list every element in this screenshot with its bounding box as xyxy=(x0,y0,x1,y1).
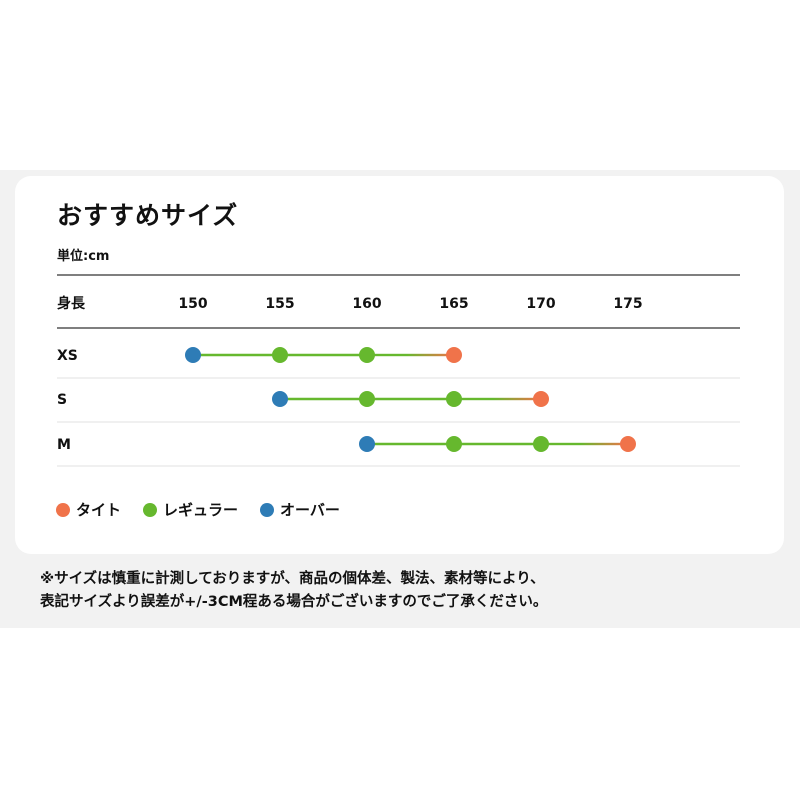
legend-item-tight: タイト xyxy=(56,499,121,520)
point-xs-160-regular xyxy=(359,347,375,363)
chart-legend: タイト レギュラー オーバー xyxy=(56,499,362,520)
size-notes: ※サイズは慎重に計測しておりますが、商品の個体差、製法、素材等により、 表記サイ… xyxy=(40,568,547,614)
x-tick-label-170: 170 xyxy=(526,296,555,312)
point-s-155-over xyxy=(272,391,288,407)
segment-s-165-170 xyxy=(454,397,541,401)
x-axis-label: 身長 xyxy=(57,295,86,312)
legend-label-regular: レギュラー xyxy=(163,501,239,519)
legend-swatch-regular xyxy=(143,502,158,517)
unit-label: 単位:cm xyxy=(57,249,110,264)
point-s-160-regular xyxy=(359,391,375,407)
point-m-175-tight xyxy=(620,436,636,452)
segment-m-170-175 xyxy=(541,442,628,446)
segment-xs-160-165 xyxy=(367,353,454,357)
point-m-160-over xyxy=(359,436,375,452)
legend-label-tight: タイト xyxy=(76,501,122,519)
note-line-2: 表記サイズより誤差が+/-3CM程ある場合がございますのでご了承ください。 xyxy=(40,594,548,610)
size-chart-card xyxy=(15,176,784,554)
point-s-165-regular xyxy=(446,391,462,407)
note-line-1: ※サイズは慎重に計測しておりますが、商品の個体差、製法、素材等により、 xyxy=(40,571,545,587)
row-label-xs: XS xyxy=(57,348,78,364)
x-tick-label-150: 150 xyxy=(178,296,207,312)
legend-item-regular: レギュラー xyxy=(143,499,238,520)
point-xs-150-over xyxy=(185,347,201,363)
x-tick-label-165: 165 xyxy=(439,296,468,312)
x-tick-label-160: 160 xyxy=(352,296,381,312)
x-tick-label-175: 175 xyxy=(613,296,642,312)
point-s-170-tight xyxy=(533,391,549,407)
legend-item-over: オーバー xyxy=(260,499,340,520)
point-xs-165-tight xyxy=(446,347,462,363)
row-label-s: S xyxy=(57,392,67,408)
point-m-165-regular xyxy=(446,436,462,452)
legend-swatch-tight xyxy=(56,502,70,517)
point-m-170-regular xyxy=(533,436,549,452)
legend-swatch-over xyxy=(260,502,275,517)
row-label-m: M xyxy=(57,437,71,453)
page-title: おすすめサイズ xyxy=(57,201,239,230)
point-xs-155-regular xyxy=(272,347,288,363)
x-tick-label-155: 155 xyxy=(265,296,294,312)
legend-label-over: オーバー xyxy=(280,501,340,519)
